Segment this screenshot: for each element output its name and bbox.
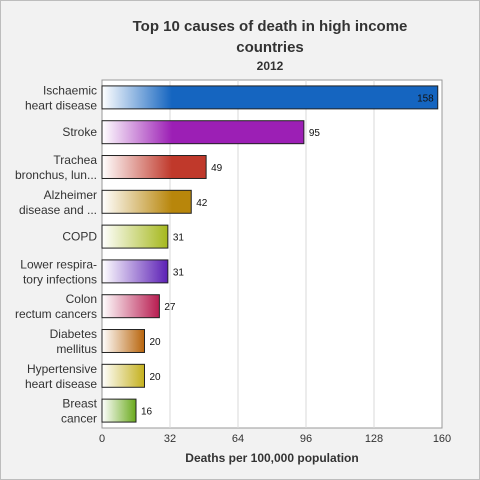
category-label: Lower respira-	[20, 257, 97, 271]
category-label: disease and ...	[19, 203, 97, 217]
chart-subtitle: 2012	[257, 59, 284, 73]
category-label: COPD	[62, 230, 97, 244]
bar-value-label: 20	[150, 372, 162, 383]
bar	[101, 85, 439, 110]
x-axis-ticks: 0 32 64 96 128 160	[99, 433, 451, 445]
x-tick-label: 128	[365, 433, 383, 445]
category-label: bronchus, lun...	[15, 168, 97, 182]
bar-value-label: 31	[173, 233, 185, 244]
bar	[101, 155, 207, 179]
category-label: Alzheimer	[44, 188, 97, 202]
bar	[101, 294, 160, 319]
x-tick-label: 32	[164, 433, 176, 445]
category-label: heart disease	[25, 377, 97, 391]
bar-value-label: 42	[196, 198, 208, 209]
chart-title-line-2: countries	[236, 39, 304, 56]
bar-value-label: 31	[173, 267, 185, 278]
x-tick-label: 96	[300, 433, 312, 445]
bar	[101, 259, 169, 284]
bar-value-label: 16	[141, 407, 153, 418]
bar	[101, 398, 137, 423]
category-label: Breast	[62, 397, 97, 411]
bar-value-label: 49	[211, 163, 223, 174]
bar-value-label: 27	[164, 302, 176, 313]
category-label: Diabetes	[50, 327, 97, 341]
category-label: rectum cancers	[15, 307, 97, 321]
x-tick-label: 64	[232, 433, 244, 445]
bar	[101, 329, 145, 353]
bar	[101, 224, 169, 249]
bar	[101, 120, 305, 145]
category-label: tory infections	[23, 272, 97, 286]
chart-title-line-1: Top 10 causes of death in high income	[133, 18, 408, 35]
x-tick-label: 160	[433, 433, 451, 445]
category-label: Hypertensive	[27, 362, 97, 376]
category-label: Trachea	[53, 153, 97, 167]
bar-value-label: 20	[150, 337, 162, 348]
bars: 158 95 49 42 31 31 27 20 20 16	[101, 85, 439, 423]
category-label: Ischaemic	[43, 83, 97, 97]
category-label: mellitus	[56, 342, 97, 356]
x-tick-label: 0	[99, 433, 105, 445]
bar	[101, 363, 145, 388]
x-axis-label: Deaths per 100,000 population	[185, 451, 358, 465]
category-label: heart disease	[25, 98, 97, 112]
bar-value-label: 95	[309, 128, 321, 139]
bar	[101, 189, 192, 214]
bar-value-label: 158	[417, 93, 434, 104]
category-label: cancer	[61, 412, 97, 426]
category-label: Colon	[66, 292, 97, 306]
category-label: Stroke	[62, 125, 97, 139]
